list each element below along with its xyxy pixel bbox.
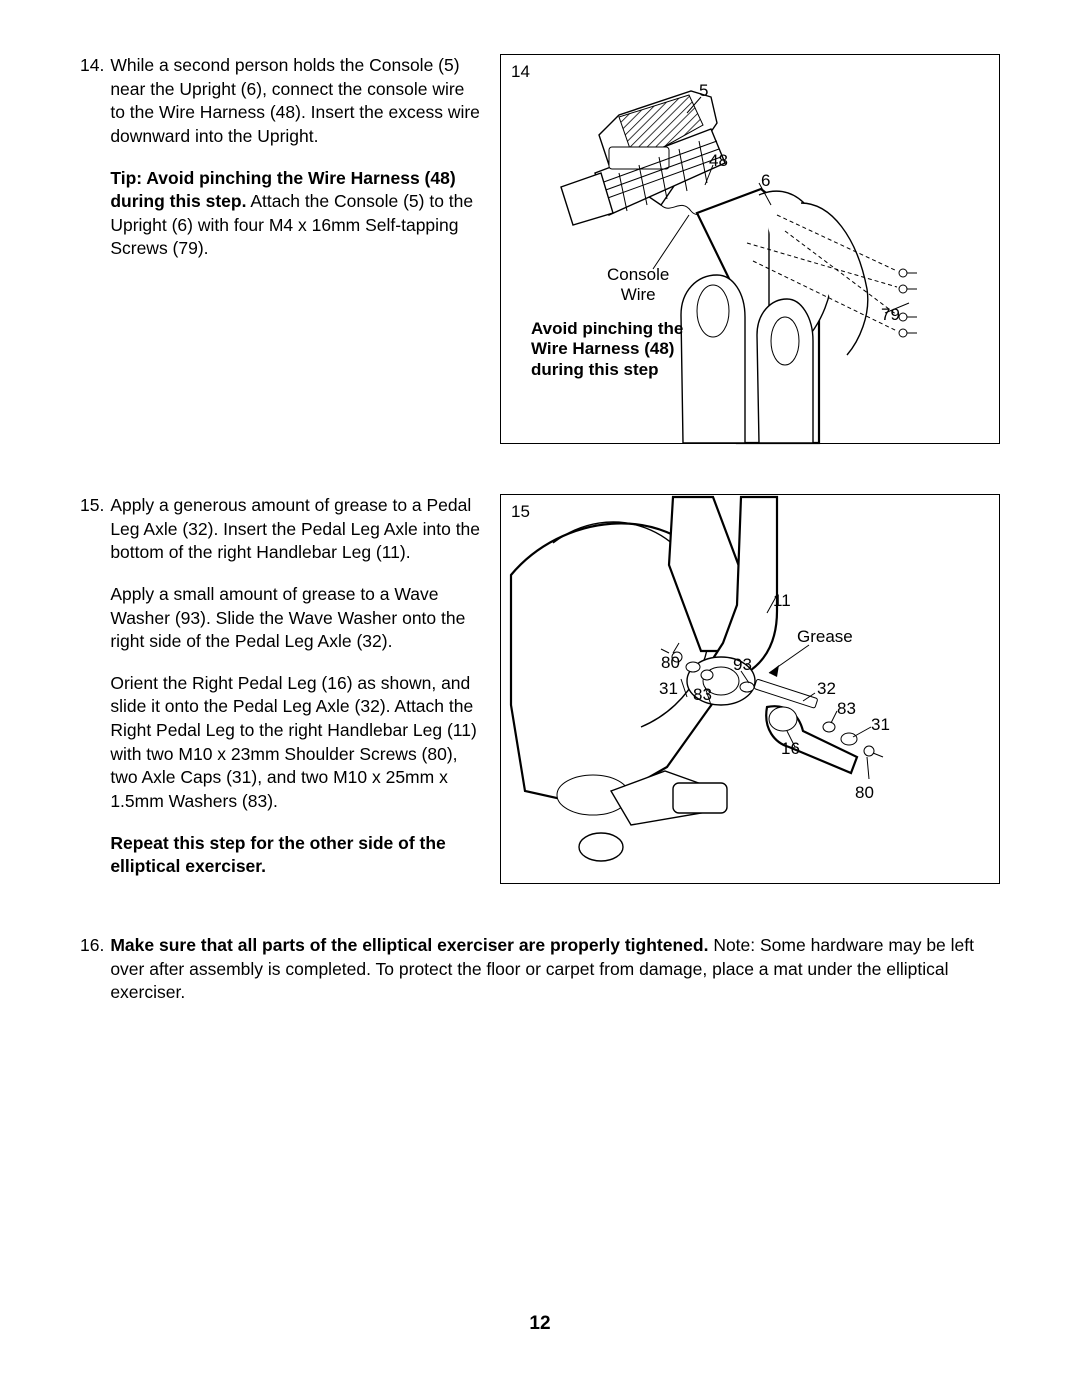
figure-14-svg bbox=[501, 55, 1001, 445]
figure-14-number: 14 bbox=[511, 61, 530, 84]
fig15-label-16: 16 bbox=[781, 739, 800, 759]
fig14-console-wire-l2: Wire bbox=[621, 285, 656, 304]
step-15-text: 15. Apply a generous amount of grease to… bbox=[80, 494, 480, 879]
fig15-label-32: 32 bbox=[817, 679, 836, 699]
step-14-row: 14. While a second person holds the Cons… bbox=[80, 54, 1000, 444]
figure-15: 15 bbox=[500, 494, 1000, 884]
fig15-label-93: 93 bbox=[733, 655, 752, 675]
step-16-row: 16. Make sure that all parts of the elli… bbox=[80, 934, 1000, 1005]
step-14-p1: While a second person holds the Console … bbox=[110, 54, 480, 149]
page-number: 12 bbox=[0, 1311, 1080, 1337]
step-16-bold: Make sure that all parts of the elliptic… bbox=[110, 935, 708, 955]
fig14-label-79: 79 bbox=[881, 305, 900, 325]
fig14-label-console-wire: Console Wire bbox=[607, 265, 669, 304]
figure-15-number: 15 bbox=[511, 501, 530, 524]
step-14-body: While a second person holds the Console … bbox=[110, 54, 480, 261]
figure-15-col: 15 bbox=[500, 494, 1000, 884]
step-16-number: 16. bbox=[80, 934, 104, 1005]
fig15-label-80a: 80 bbox=[661, 653, 680, 673]
fig15-label-31a: 31 bbox=[659, 679, 678, 699]
fig14-warn-l3: during this step bbox=[531, 360, 659, 379]
step-14-p2: Tip: Avoid pinching the Wire Harness (48… bbox=[110, 167, 480, 262]
step-15-p2: Apply a small amount of grease to a Wave… bbox=[110, 583, 480, 654]
fig15-label-80b: 80 bbox=[855, 783, 874, 803]
fig14-label-5: 5 bbox=[699, 81, 708, 101]
step-15-body: Apply a generous amount of grease to a P… bbox=[110, 494, 480, 879]
fig14-warning: Avoid pinching the Wire Harness (48) dur… bbox=[531, 319, 683, 380]
step-14-text: 14. While a second person holds the Cons… bbox=[80, 54, 480, 261]
step-15-p1: Apply a generous amount of grease to a P… bbox=[110, 494, 480, 565]
step-15-number: 15. bbox=[80, 494, 104, 879]
fig15-label-83a: 83 bbox=[693, 685, 712, 705]
fig14-warn-l2: Wire Harness (48) bbox=[531, 339, 674, 358]
figure-14: 14 bbox=[500, 54, 1000, 444]
step-14-number: 14. bbox=[80, 54, 104, 261]
step-15-p4: Repeat this step for the other side of t… bbox=[110, 832, 480, 879]
figure-14-col: 14 bbox=[500, 54, 1000, 444]
fig14-warn-l1: Avoid pinching the bbox=[531, 319, 683, 338]
fig14-label-6: 6 bbox=[761, 171, 770, 191]
step-16-body: Make sure that all parts of the elliptic… bbox=[110, 934, 1000, 1005]
fig15-label-grease: Grease bbox=[797, 627, 853, 647]
fig14-label-48: 48 bbox=[709, 151, 728, 171]
fig15-label-83b: 83 bbox=[837, 699, 856, 719]
fig15-label-11: 11 bbox=[773, 591, 791, 611]
fig14-console-wire-l1: Console bbox=[607, 265, 669, 284]
step-15-row: 15. Apply a generous amount of grease to… bbox=[80, 494, 1000, 884]
fig15-label-31b: 31 bbox=[871, 715, 890, 735]
figure-15-svg bbox=[501, 495, 1001, 885]
step-15-p3: Orient the Right Pedal Leg (16) as shown… bbox=[110, 672, 480, 814]
